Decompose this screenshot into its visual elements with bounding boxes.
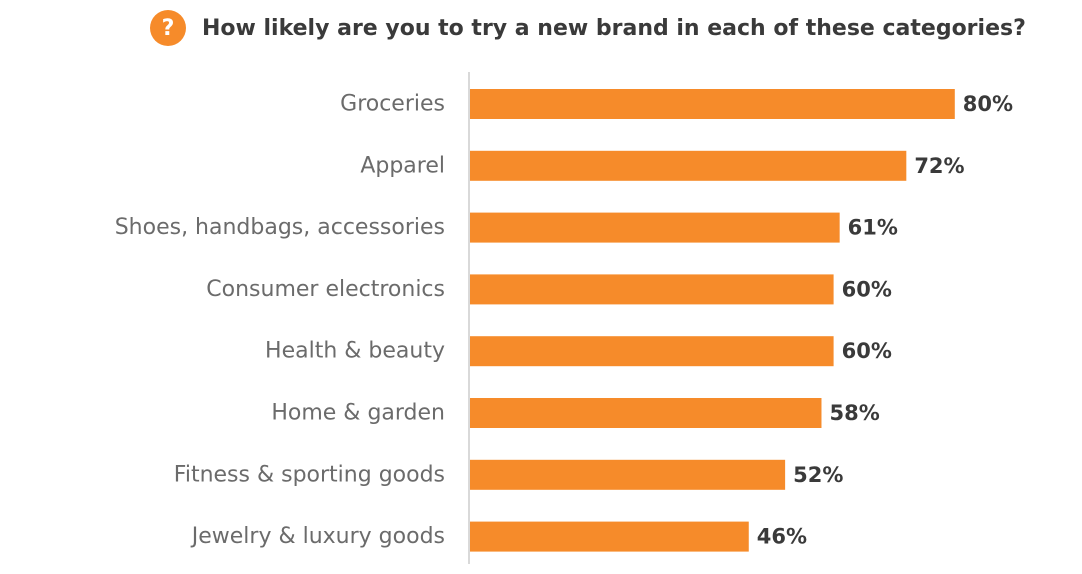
bar xyxy=(470,521,749,552)
category-label: Jewelry & luxury goods xyxy=(190,524,445,549)
data-label: 72% xyxy=(914,154,964,178)
data-label: 60% xyxy=(842,277,892,301)
data-label: 52% xyxy=(793,463,843,487)
category-label: Fitness & sporting goods xyxy=(174,462,445,487)
category-label: Groceries xyxy=(340,92,445,117)
category-label: Home & garden xyxy=(271,401,445,426)
chart-header: ? How likely are you to try a new brand … xyxy=(150,8,1026,48)
data-label: 60% xyxy=(842,339,892,363)
bar xyxy=(470,398,822,428)
bar xyxy=(470,459,786,490)
category-label: Consumer electronics xyxy=(206,277,445,302)
data-label: 46% xyxy=(757,525,807,549)
bar xyxy=(470,336,834,367)
bar xyxy=(470,89,955,119)
category-label: Apparel xyxy=(360,153,445,178)
data-label: 61% xyxy=(848,216,898,240)
data-label: 58% xyxy=(829,401,879,425)
chart-title: How likely are you to try a new brand in… xyxy=(202,15,1026,41)
bar xyxy=(470,212,840,243)
bar xyxy=(470,274,834,305)
data-label: 80% xyxy=(963,92,1013,116)
bar xyxy=(470,150,907,181)
question-icon: ? xyxy=(150,10,186,46)
category-label: Shoes, handbags, accessories xyxy=(115,215,445,240)
category-label: Health & beauty xyxy=(265,339,445,364)
